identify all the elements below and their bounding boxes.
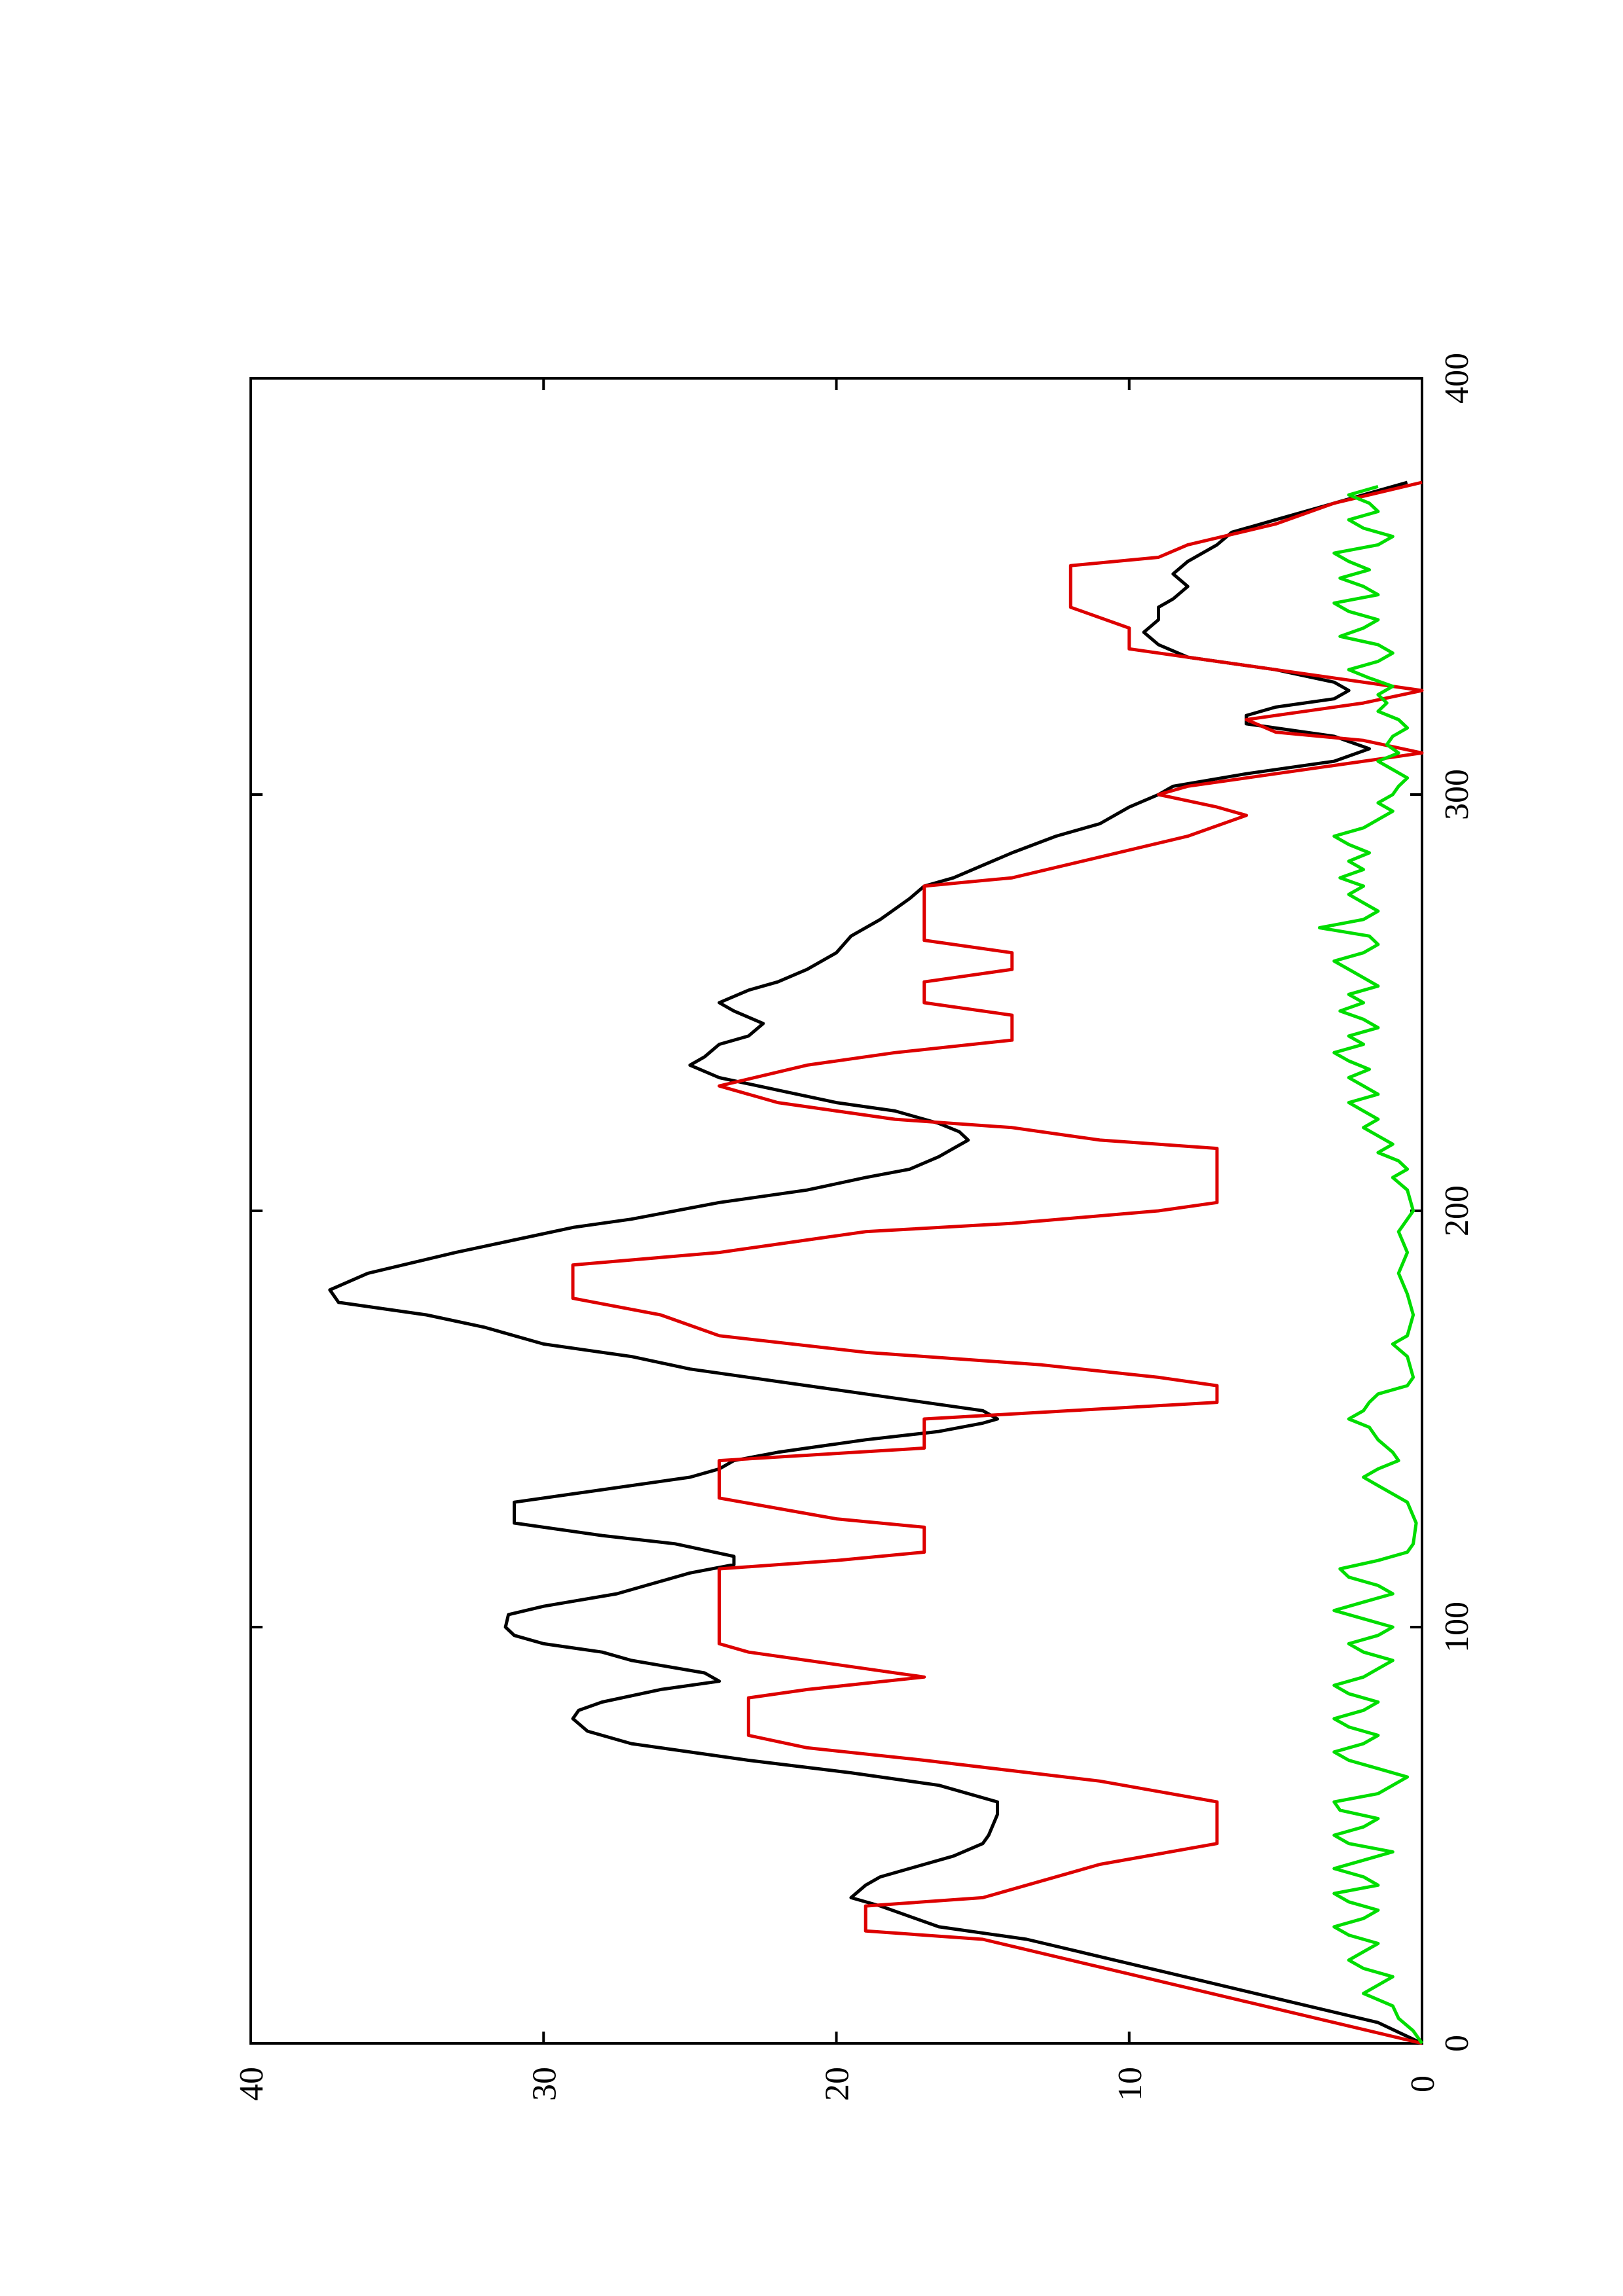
x-tick-label: 200: [1438, 1185, 1476, 1236]
series-line-1: [328, 480, 1423, 2045]
x-tick-label: 400: [1438, 353, 1476, 404]
series-line-2: [571, 480, 1424, 2045]
x-tick-label: 100: [1438, 1602, 1476, 1653]
plot-frame: [249, 377, 1423, 2045]
tick-labels: 0 100 200 300 400 0 10 20 30 40: [233, 353, 1476, 2101]
x-tick-label: 300: [1438, 769, 1476, 820]
y-tick-label: 20: [819, 2067, 856, 2101]
y-tick-label: 30: [526, 2067, 563, 2101]
y-tick-label: 40: [233, 2067, 270, 2101]
y-tick-label: 0: [1404, 2075, 1442, 2092]
y-tick-label: 10: [1112, 2067, 1149, 2101]
x-tick-label: 0: [1438, 2035, 1476, 2052]
axis-ticks: [249, 377, 1423, 2045]
series-group: [328, 480, 1424, 2045]
series-line-3: [1318, 484, 1424, 2045]
